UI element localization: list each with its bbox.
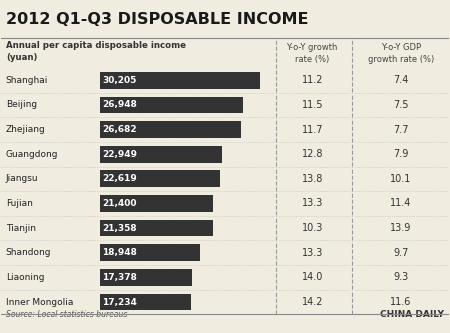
Text: 7.5: 7.5 [393,100,409,110]
FancyBboxPatch shape [100,220,213,236]
Text: 7.4: 7.4 [393,75,409,85]
FancyBboxPatch shape [100,72,260,89]
Text: Guangdong: Guangdong [6,150,59,159]
Text: Y-o-Y growth
rate (%): Y-o-Y growth rate (%) [287,43,338,64]
FancyBboxPatch shape [100,146,222,163]
Text: 12.8: 12.8 [302,149,323,159]
Text: 21,400: 21,400 [103,199,137,208]
Text: 13.3: 13.3 [302,198,323,208]
Text: 11.5: 11.5 [302,100,323,110]
Text: 11.7: 11.7 [302,125,323,135]
FancyBboxPatch shape [100,195,213,212]
Text: 30,205: 30,205 [103,76,137,85]
Text: 17,378: 17,378 [103,273,137,282]
FancyBboxPatch shape [100,170,220,187]
Text: Tianjin: Tianjin [6,223,36,233]
Text: 11.2: 11.2 [302,75,323,85]
Text: 14.0: 14.0 [302,272,323,282]
FancyBboxPatch shape [100,97,243,113]
Text: 13.9: 13.9 [390,223,411,233]
Text: Shanghai: Shanghai [6,76,48,85]
Text: Shandong: Shandong [6,248,51,257]
Text: 18,948: 18,948 [103,248,137,257]
Text: 7.7: 7.7 [393,125,409,135]
Text: 17,234: 17,234 [103,298,137,307]
Text: Source: Local statistics bureaus: Source: Local statistics bureaus [6,310,127,319]
Text: 10.3: 10.3 [302,223,323,233]
Text: 2012 Q1-Q3 DISPOSABLE INCOME: 2012 Q1-Q3 DISPOSABLE INCOME [6,12,308,27]
Text: CHINA DAILY: CHINA DAILY [380,310,444,319]
Text: Beijing: Beijing [6,100,37,110]
Text: Inner Mongolia: Inner Mongolia [6,298,73,307]
Text: 21,358: 21,358 [103,223,137,233]
Text: 11.4: 11.4 [390,198,411,208]
Text: 14.2: 14.2 [302,297,323,307]
Text: Zhejiang: Zhejiang [6,125,45,134]
Text: 26,948: 26,948 [103,100,137,110]
Text: 13.3: 13.3 [302,248,323,258]
Text: 22,619: 22,619 [103,174,137,183]
Text: Annual per capita disposable income
(yuan): Annual per capita disposable income (yua… [6,41,186,62]
Text: 10.1: 10.1 [390,174,411,184]
Text: 26,682: 26,682 [103,125,137,134]
FancyBboxPatch shape [100,244,200,261]
Text: Y-o-Y GDP
growth rate (%): Y-o-Y GDP growth rate (%) [368,43,434,64]
Text: 9.7: 9.7 [393,248,409,258]
Text: 7.9: 7.9 [393,149,409,159]
Text: 9.3: 9.3 [393,272,409,282]
FancyBboxPatch shape [100,294,191,310]
FancyBboxPatch shape [100,269,192,286]
Text: 22,949: 22,949 [103,150,137,159]
FancyBboxPatch shape [100,121,242,138]
Text: 11.6: 11.6 [390,297,411,307]
Text: Jiangsu: Jiangsu [6,174,39,183]
Text: 13.8: 13.8 [302,174,323,184]
Text: Fujian: Fujian [6,199,33,208]
Text: Liaoning: Liaoning [6,273,45,282]
